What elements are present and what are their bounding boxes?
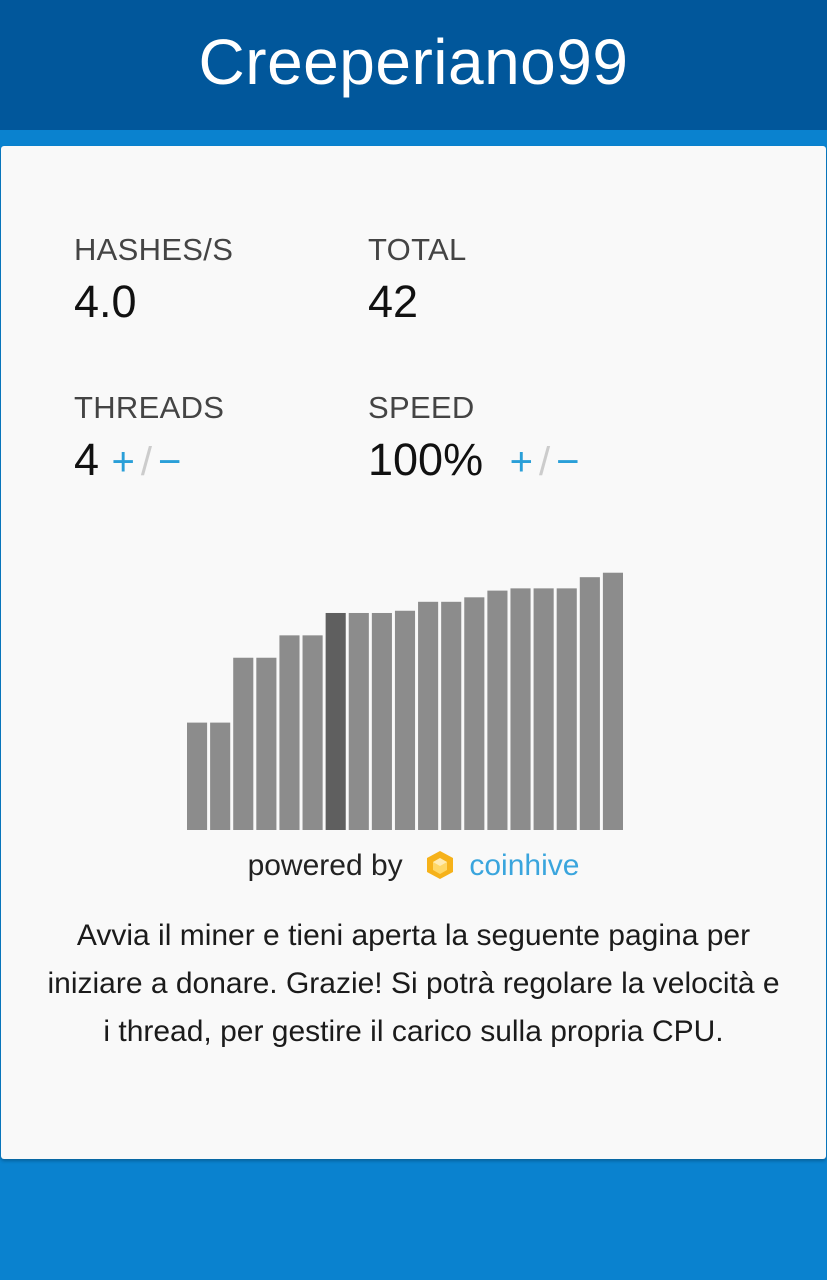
threads-separator: / (140, 440, 153, 484)
total-value: 42 (368, 276, 419, 327)
chart-bar (441, 601, 462, 830)
page-title: Creeperiano99 (198, 26, 629, 98)
speed-value: 100% (368, 434, 484, 485)
chart-bar (579, 577, 600, 830)
chart-bar (187, 722, 208, 830)
powered-by: powered by coinhive (1, 849, 826, 883)
hashrate-chart (187, 572, 623, 830)
chart-bar (279, 635, 300, 830)
total-label: TOTAL (368, 232, 467, 267)
chart-bar (464, 597, 485, 830)
chart-bar (210, 722, 231, 830)
chart-bar (533, 588, 554, 830)
app-header: Creeperiano99 (0, 0, 827, 130)
chart-bar (394, 610, 416, 830)
speed-plus-button[interactable]: + (509, 440, 533, 484)
hashes-value-row: 4.0 (74, 276, 233, 328)
speed-stat: SPEED 100% + / − (368, 390, 579, 486)
miner-card: HASHES/S 4.0 TOTAL 42 THREADS 4 + / − SPEE… (1, 146, 826, 1159)
chart-bar (325, 612, 346, 830)
threads-plus-button[interactable]: + (111, 440, 135, 484)
speed-minus-button[interactable]: − (556, 440, 580, 484)
chart-bar (510, 588, 531, 830)
hashes-label: HASHES/S (74, 232, 234, 267)
chart-bar (302, 635, 323, 830)
chart-bar (371, 612, 392, 830)
threads-minus-button[interactable]: − (158, 440, 182, 484)
chart-bar (556, 588, 577, 830)
speed-separator: / (538, 440, 551, 484)
threads-value-row: 4 + / − (74, 434, 224, 486)
description-text: Avvia il miner e tieni aperta la seguent… (47, 919, 780, 1048)
hashes-value: 4.0 (74, 276, 137, 327)
chart-bar (487, 590, 508, 830)
chart-bar (418, 601, 439, 830)
chart-bar (348, 612, 369, 830)
threads-stat: THREADS 4 + / − (74, 390, 224, 486)
hashes-stat: HASHES/S 4.0 (74, 232, 233, 328)
total-stat: TOTAL 42 (368, 232, 467, 328)
chart-bar (233, 657, 254, 830)
speed-value-row: 100% + / − (368, 434, 579, 486)
chart-bar (602, 572, 623, 830)
speed-label: SPEED (368, 390, 475, 425)
coinhive-link[interactable]: coinhive (469, 849, 580, 882)
total-value-row: 42 (368, 276, 467, 328)
coinhive-hexagon-icon (427, 851, 454, 879)
threads-value: 4 (74, 434, 100, 485)
chart-bar (256, 657, 277, 830)
powered-by-text: powered by (247, 849, 403, 882)
threads-label: THREADS (74, 390, 225, 425)
